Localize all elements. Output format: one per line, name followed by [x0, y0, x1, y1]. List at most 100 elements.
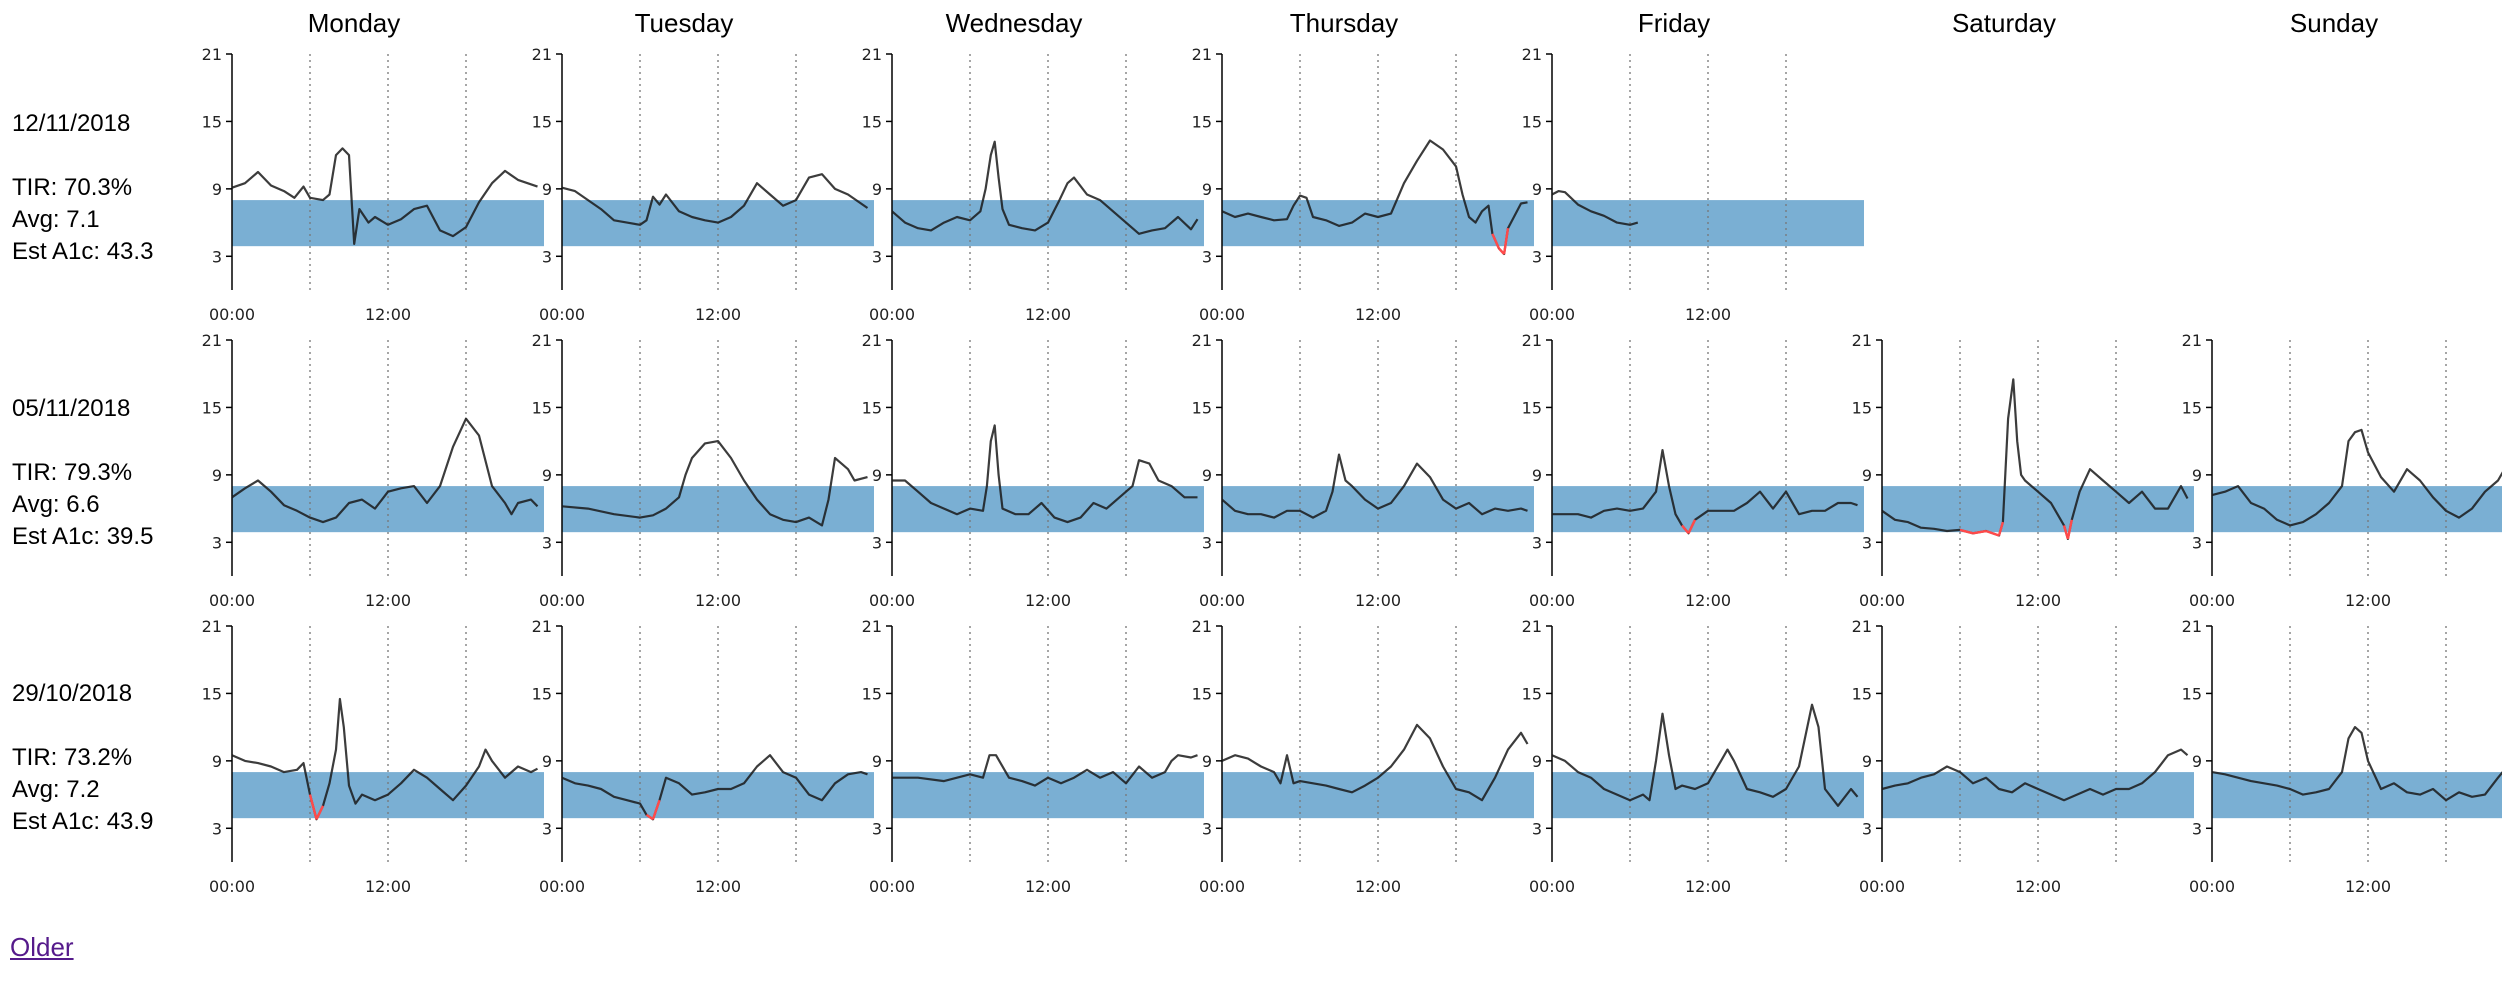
y-tick-label: 9 — [872, 466, 882, 485]
y-tick-label: 21 — [2182, 331, 2202, 350]
y-tick-label: 3 — [2192, 819, 2202, 838]
y-tick-label: 3 — [212, 819, 222, 838]
y-tick-label: 15 — [1192, 398, 1212, 417]
y-tick-label: 3 — [212, 533, 222, 552]
y-tick-label: 15 — [1852, 684, 1872, 703]
day-header-monday: Monday — [307, 8, 401, 38]
low-glucose-segment — [1681, 524, 1690, 535]
x-tick-label: 12:00 — [1685, 305, 1731, 324]
x-tick-label: 12:00 — [695, 877, 741, 896]
y-tick-label: 21 — [2182, 617, 2202, 636]
y-tick-label: 15 — [1522, 398, 1542, 417]
day-chart-tuesday: 3 9 15 21 00:00 12:00 — [532, 617, 874, 896]
day-chart-tuesday: 3 9 15 21 00:00 12:00 — [532, 45, 874, 324]
x-tick-label: 12:00 — [2345, 591, 2391, 610]
y-tick-label: 9 — [1202, 752, 1212, 771]
y-tick-label: 21 — [1192, 45, 1212, 64]
x-tick-label: 12:00 — [2015, 591, 2061, 610]
y-tick-label: 21 — [1192, 617, 1212, 636]
low-glucose-segment — [308, 794, 318, 820]
glucose-line — [2211, 428, 2502, 527]
y-tick-label: 3 — [1532, 819, 1542, 838]
y-tick-label: 9 — [2192, 752, 2202, 771]
day-chart-tuesday: 3 9 15 21 00:00 12:00 — [532, 331, 874, 610]
y-tick-label: 9 — [542, 466, 552, 485]
day-chart-saturday: 3 9 15 21 00:00 12:00 — [1852, 331, 2194, 610]
day-chart-friday: 3 9 15 21 00:00 12:00 — [1522, 617, 1864, 896]
glucose-line — [231, 697, 539, 821]
glucose-line — [561, 440, 868, 527]
week-summary: 05/11/2018 TIR: 79.3% Avg: 6.6 Est A1c: … — [12, 393, 153, 553]
y-tick-label: 3 — [1862, 819, 1872, 838]
week-summary: 29/10/2018 TIR: 73.2% Avg: 7.2 Est A1c: … — [12, 678, 153, 838]
x-tick-label: 00:00 — [539, 591, 585, 610]
glucose-line — [892, 754, 1198, 787]
x-tick-label: 00:00 — [869, 877, 915, 896]
y-tick-label: 15 — [532, 398, 552, 417]
day-chart-thursday: 3 9 15 21 00:00 12:00 — [1192, 617, 1534, 896]
glucose-line — [231, 417, 539, 524]
day-chart-sunday: 3 9 15 21 00:00 12:00 — [2182, 617, 2502, 896]
y-tick-label: 3 — [872, 533, 882, 552]
week-avg: Avg: 6.6 — [12, 491, 100, 518]
day-chart-wednesday: 3 9 15 21 00:00 12:00 — [862, 45, 1204, 324]
glucose-line — [1881, 748, 2189, 802]
x-tick-label: 12:00 — [365, 877, 411, 896]
y-tick-label: 21 — [532, 617, 552, 636]
low-glucose-segment — [1491, 233, 1500, 249]
low-glucose-segment — [645, 813, 654, 821]
x-tick-label: 00:00 — [209, 591, 255, 610]
glucose-line — [231, 147, 538, 245]
x-tick-label: 12:00 — [365, 591, 411, 610]
x-tick-label: 12:00 — [695, 591, 741, 610]
x-tick-label: 12:00 — [365, 305, 411, 324]
y-tick-label: 9 — [212, 180, 222, 199]
x-tick-label: 12:00 — [1025, 591, 1071, 610]
glucose-line — [1551, 190, 1639, 226]
day-chart-wednesday: 3 9 15 21 00:00 12:00 — [862, 617, 1204, 896]
y-tick-label: 3 — [1202, 533, 1212, 552]
y-tick-label: 21 — [862, 617, 882, 636]
x-tick-label: 00:00 — [209, 877, 255, 896]
low-glucose-segment — [2066, 519, 2073, 540]
week-a1c: Est A1c: 43.3 — [12, 238, 154, 265]
y-tick-label: 9 — [1202, 180, 1212, 199]
y-tick-label: 21 — [532, 331, 552, 350]
y-tick-label: 21 — [1522, 617, 1542, 636]
y-tick-label: 15 — [862, 112, 882, 131]
y-tick-label: 21 — [202, 617, 222, 636]
day-chart-wednesday: 3 9 15 21 00:00 12:00 — [862, 331, 1204, 610]
x-tick-label: 12:00 — [1025, 305, 1071, 324]
x-tick-label: 12:00 — [1025, 877, 1071, 896]
y-tick-label: 9 — [1862, 752, 1872, 771]
glucose-line — [1221, 453, 1528, 519]
y-tick-label: 21 — [1852, 617, 1872, 636]
day-chart-monday: 3 9 15 21 00:00 12:00 — [202, 45, 544, 324]
x-tick-label: 00:00 — [209, 305, 255, 324]
y-tick-label: 3 — [1532, 247, 1542, 266]
y-tick-label: 3 — [542, 247, 552, 266]
low-glucose-segment — [1997, 521, 2005, 536]
x-tick-label: 00:00 — [1859, 591, 1905, 610]
x-tick-label: 00:00 — [1529, 591, 1575, 610]
x-tick-label: 00:00 — [869, 591, 915, 610]
week-a1c: Est A1c: 43.9 — [12, 808, 154, 835]
week-tir: TIR: 73.2% — [12, 744, 133, 771]
day-header-thursday: Thursday — [1289, 8, 1399, 38]
y-tick-label: 21 — [202, 331, 222, 350]
y-tick-label: 9 — [1862, 466, 1872, 485]
low-glucose-segment — [315, 805, 325, 820]
week-tir: TIR: 70.3% — [12, 174, 133, 201]
y-tick-label: 15 — [862, 684, 882, 703]
glucose-charts: 3 9 15 21 00:00 12:00 3 9 15 21 00:00 12:00 3 9 15 21 00… — [202, 45, 2502, 896]
glucose-line — [1551, 703, 1859, 807]
y-tick-label: 3 — [542, 533, 552, 552]
x-tick-label: 00:00 — [2189, 877, 2235, 896]
y-tick-label: 9 — [872, 180, 882, 199]
y-tick-label: 3 — [1202, 819, 1212, 838]
older-link[interactable]: Older — [10, 932, 74, 962]
x-tick-label: 12:00 — [1685, 591, 1731, 610]
x-tick-label: 12:00 — [1355, 305, 1401, 324]
y-tick-label: 15 — [2182, 398, 2202, 417]
y-tick-label: 15 — [862, 398, 882, 417]
